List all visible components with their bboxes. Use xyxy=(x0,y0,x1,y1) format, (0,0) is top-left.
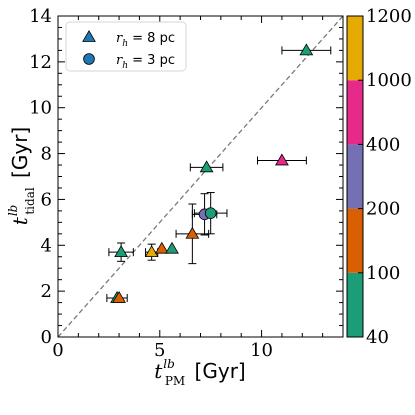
colorbar-segment-400-1000 xyxy=(347,80,363,145)
colorbar-segment-1000-1200 xyxy=(347,16,363,81)
plot-area xyxy=(57,15,344,338)
legend-circle-icon xyxy=(83,53,95,65)
colorbar-segment-200-400 xyxy=(347,144,363,209)
x-tick-label: 0 xyxy=(52,340,63,361)
colorbar-tick-label: 1000 xyxy=(366,70,412,91)
data-point-triangle-1 xyxy=(275,153,289,166)
x-axis-label: tlb PM [Gyr] xyxy=(154,357,245,388)
colorbar-tick-label: 200 xyxy=(366,199,400,220)
data-point-triangle-9 xyxy=(112,291,126,303)
data-point-triangle-6 xyxy=(165,241,179,254)
axes: 0 5 10 0 2 4 6 8 10 12 14 tlb PM [Gyr] tlb tidal [Gyr] xyxy=(6,6,344,388)
y-tick-label: 2 xyxy=(41,281,52,302)
x-tick-label: 5 xyxy=(154,340,165,361)
colorbar-tick-label: 1200 xyxy=(366,6,412,27)
legend: rh = 8 pc rh = 3 pc xyxy=(65,21,187,72)
legend-label-0: rh = 8 pc xyxy=(116,31,175,49)
y-tick-label: 8 xyxy=(41,144,52,165)
data-point-triangle-0 xyxy=(299,43,314,56)
colorbar-segment-40-100 xyxy=(347,272,363,337)
colorbar-tick-label: 40 xyxy=(366,327,389,348)
data-point-triangle-3 xyxy=(114,245,129,258)
data-point-triangle-4 xyxy=(144,245,159,258)
colorbar-tick-label: 400 xyxy=(366,134,400,155)
data-point-triangle-7 xyxy=(185,226,200,239)
y-axis-label: tlb tidal [Gyr] xyxy=(6,127,37,225)
legend-triangle-icon xyxy=(82,30,96,42)
colorbar-segment-100-200 xyxy=(347,208,363,273)
y-tick-label: 6 xyxy=(41,189,52,210)
legend-box xyxy=(65,21,187,72)
colorbar-tick-label: 100 xyxy=(366,263,400,284)
y-tick-label: 12 xyxy=(29,52,52,73)
data-point-triangle-5 xyxy=(154,241,169,254)
legend-label-1: rh = 3 pc xyxy=(116,53,175,71)
colorbar: 40 100 200 400 1000 1200 xyxy=(346,6,412,348)
data-point-circle-11 xyxy=(204,207,217,219)
y-tick-label: 10 xyxy=(29,98,52,119)
y-tick-label: 4 xyxy=(41,235,52,256)
y-tick-label: 14 xyxy=(29,6,52,27)
y-tick-label: 0 xyxy=(41,327,52,348)
x-tick-label: 10 xyxy=(250,340,273,361)
data-point-triangle-2 xyxy=(199,160,214,173)
colorbar-frame xyxy=(346,15,364,338)
